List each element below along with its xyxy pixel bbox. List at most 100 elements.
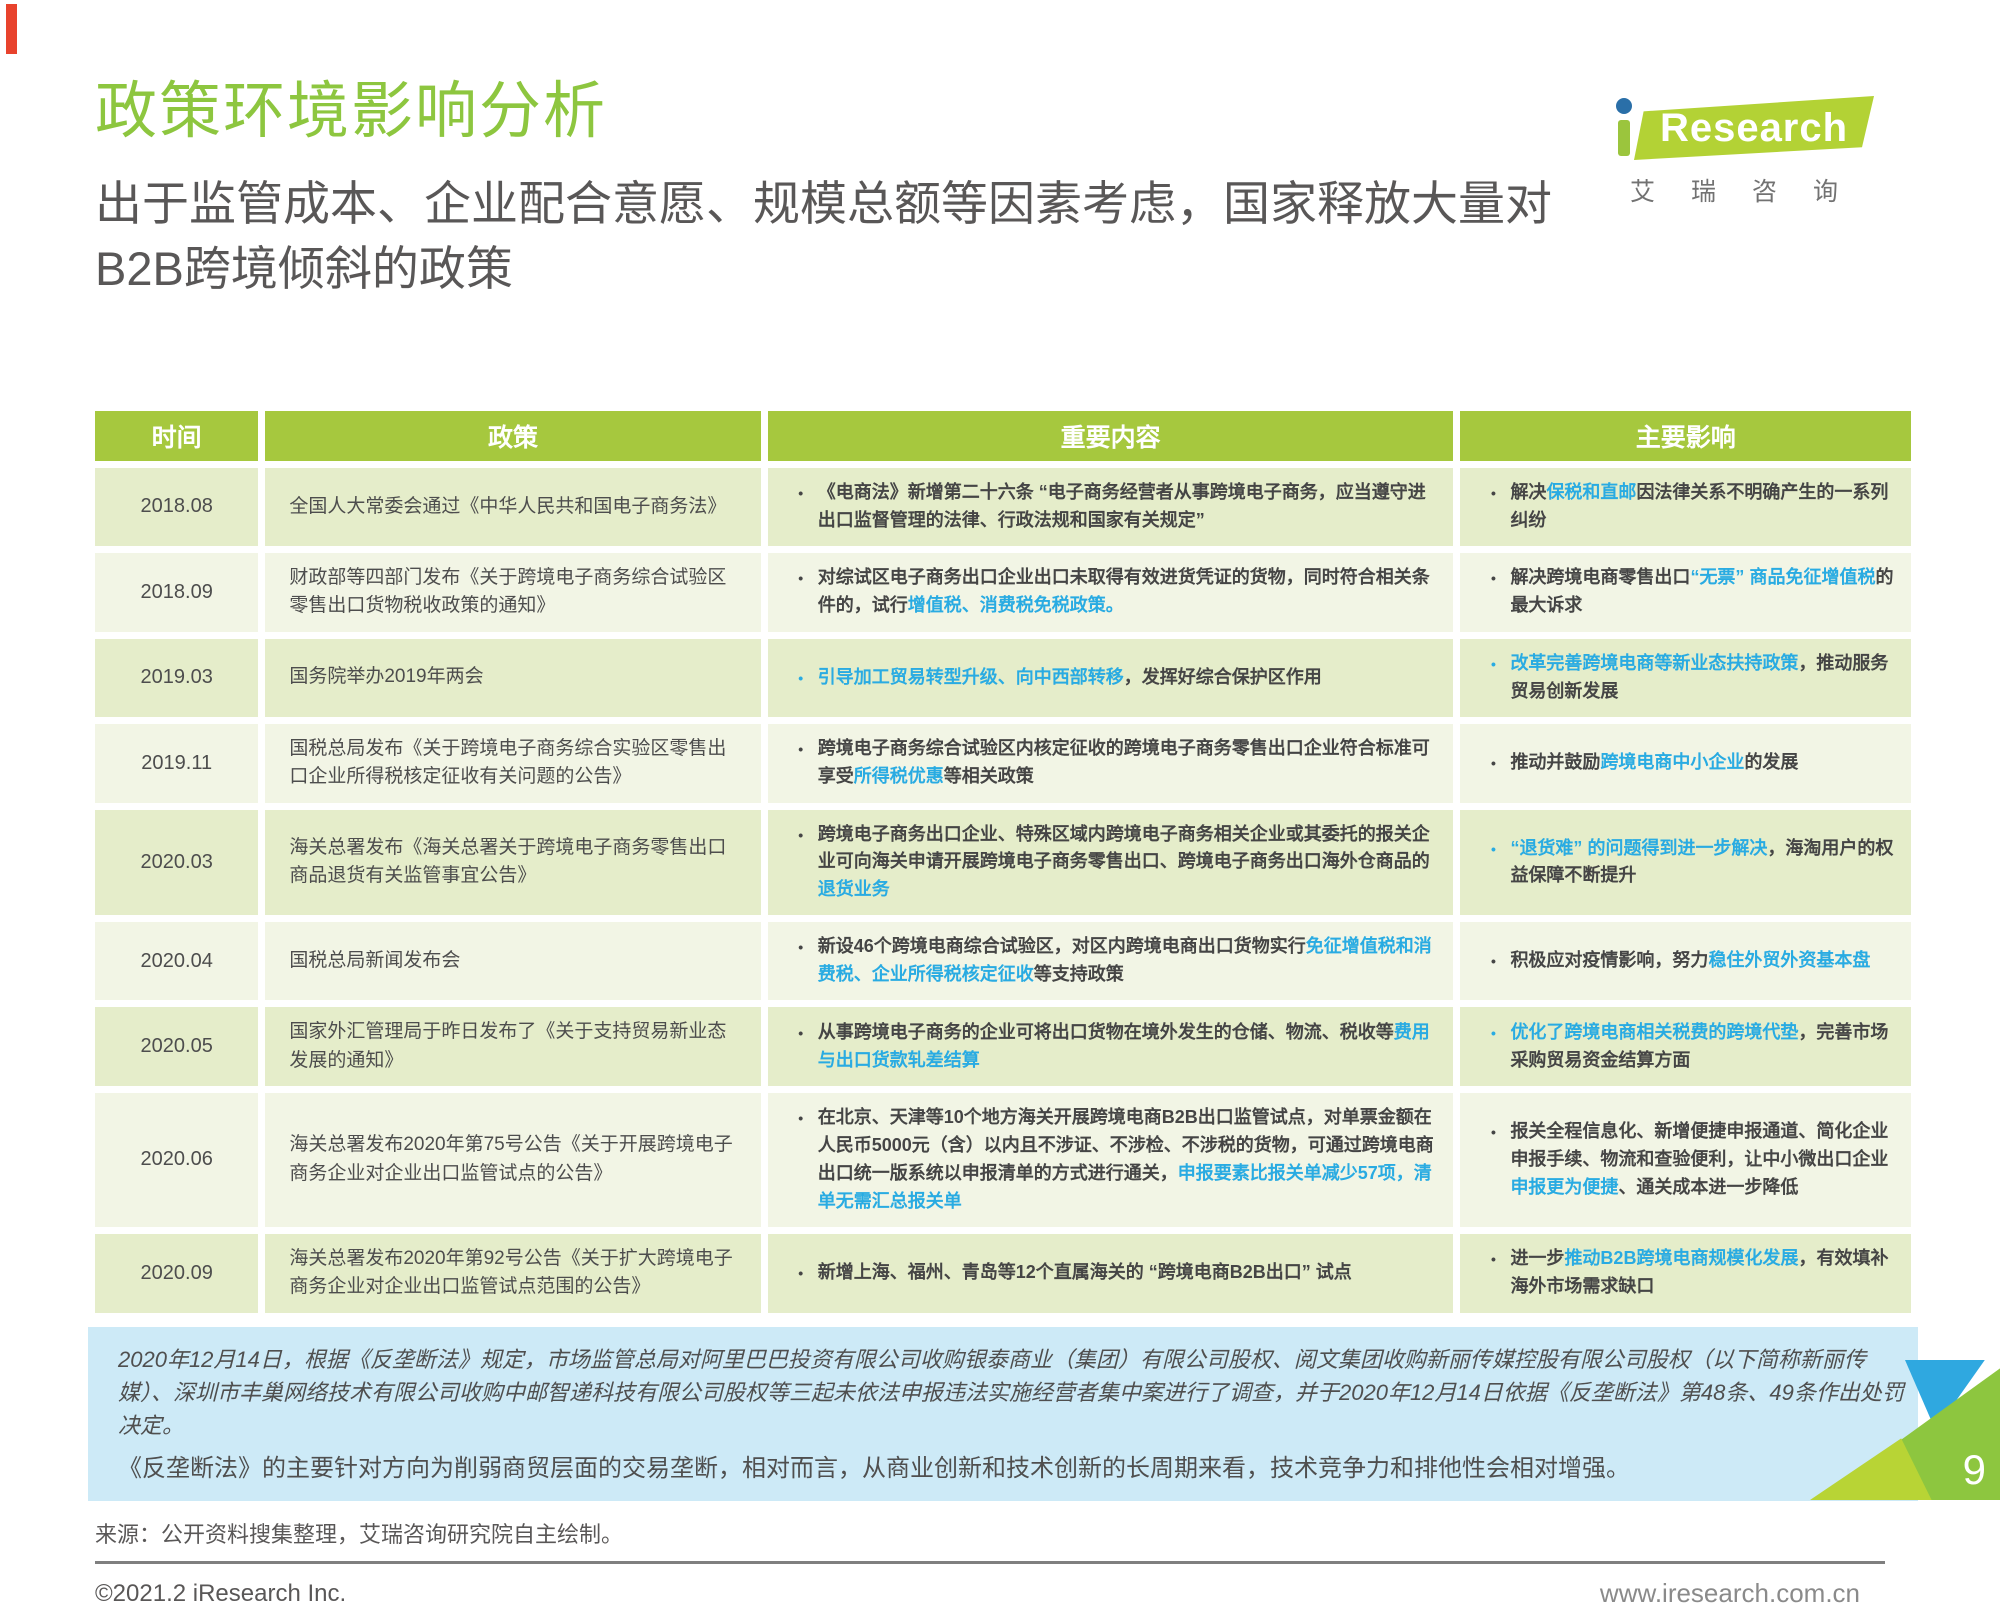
policy-table: 时间 政策 重要内容 主要影响 2018.08 全国人大常委会通过《中华人民共和国… (88, 404, 1918, 1320)
row-impact: • 优化了跨境电商相关税费的跨境代垫，完善市场采购贸易资金结算方面 (1460, 1007, 1911, 1087)
bullet-icon: • (1490, 655, 1496, 672)
bullet-row: • 对综试区电子商务出口企业出口未取得有效进货凭证的货物，同时符合相关条件的，试行… (784, 564, 1438, 620)
cell-text: 新设46个跨境电商综合试验区，对区内跨境电商出口货物实行免征增值税和消费税、企业… (818, 933, 1438, 989)
bullet-icon: • (1490, 1123, 1496, 1140)
logo-chinese-name: 艾瑞咨询 (1630, 178, 1875, 206)
row-impact: • 进一步推动B2B跨境电商规模化发展，有效填补海外市场需求缺口 (1460, 1233, 1911, 1313)
plain-text: ，推动服务贸易创新发展 (1510, 652, 1889, 701)
row-policy: 全国人大常委会通过《中华人民共和国电子商务法》 (265, 468, 761, 546)
highlighted-text: 引导加工贸易转型升级、向中西部转移 (817, 666, 1124, 687)
cell-text: 跨境电子商务出口企业、特殊区域内跨境电子商务相关企业或其委托的报关企业可向海关申… (818, 821, 1438, 905)
row-time: 2018.09 (95, 552, 259, 632)
bullet-icon: • (798, 669, 804, 686)
bullet-row: • 跨境电子商务出口企业、特殊区域内跨境电子商务相关企业或其委托的报关企业可向海关… (784, 821, 1438, 905)
cell-text: 优化了跨境电商相关税费的跨境代垫，完善市场采购贸易资金结算方面 (1510, 1019, 1895, 1075)
row-policy: 国务院举办2019年两会 (265, 638, 761, 717)
row-policy: 国税总局发布《关于跨境电子商务综合实验区零售出口企业所得税核定征收有关问题的公告… (265, 723, 761, 803)
plain-text: 因法律关系不明确产生的一系列纠纷 (1510, 482, 1889, 530)
highlighted-text: 申报更为便捷 (1510, 1176, 1619, 1197)
bullet-icon: • (1490, 485, 1496, 501)
table-row: 2020.06 海关总署发布2020年第75号公告《关于开展跨境电子商务企业对企业… (95, 1093, 1911, 1227)
cell-text: 跨境电子商务综合试验区内核定征收的跨境电子商务零售出口企业符合标准可享受所得税优… (818, 735, 1438, 791)
bullet-icon: • (1490, 755, 1496, 772)
row-content: • 引导加工贸易转型升级、向中西部转移，发挥好综合保护区作用 (767, 638, 1454, 717)
row-impact: • 推动并鼓励跨境电商中小企业的发展 (1460, 723, 1911, 803)
highlighted-text: 保税和直邮 (1546, 482, 1637, 502)
highlighted-text: 推动B2B跨境电商规模化发展 (1564, 1248, 1799, 1269)
bullet-row: • 解决保税和直邮因法律关系不明确产生的一系列纠纷 (1476, 479, 1895, 535)
bullet-row: • 从事跨境电子商务的企业可将出口货物在境外发生的仓储、物流、税收等费用与出口货款… (784, 1019, 1438, 1075)
highlighted-text: 跨境电商中小企业 (1600, 752, 1745, 773)
plain-text: 《电商法》新增第二十六条 “电子商务经营者从事跨境电子商务，应当遵守进出口监督管… (817, 482, 1426, 530)
bullet-icon: • (798, 570, 804, 587)
bullet-row: • 跨境电子商务综合试验区内核定征收的跨境电子商务零售出口企业符合标准可享受所得税… (784, 735, 1438, 791)
row-impact: • 解决跨境电商零售出口“无票” 商品免征增值税的最大诉求 (1460, 552, 1911, 632)
row-time: 2019.03 (95, 638, 259, 717)
cell-text: 在北京、天津等10个地方海关开展跨境电商B2B出口监管试点，对单票金额在人民币5… (818, 1104, 1438, 1216)
plain-text: ，有效填补海外市场需求缺口 (1510, 1248, 1889, 1297)
plain-text: 的发展 (1744, 752, 1799, 773)
row-content: • 《电商法》新增第二十六条 “电子商务经营者从事跨境电子商务，应当遵守进出口监督… (767, 468, 1454, 546)
footer-divider (95, 1561, 1885, 1565)
bullet-icon: • (798, 1024, 804, 1041)
bullet-row: • 《电商法》新增第二十六条 “电子商务经营者从事跨境电子商务，应当遵守进出口监督… (784, 479, 1438, 535)
row-policy: 海关总署发布2020年第92号公告《关于扩大跨境电子商务企业对企业出口监管试点范… (265, 1233, 761, 1313)
plain-text: 、通关成本进一步降低 (1618, 1176, 1799, 1197)
cell-text: “退货难” 的问题得到进一步解决，海淘用户的权益保障不断提升 (1510, 835, 1895, 891)
cell-text: 从事跨境电子商务的企业可将出口货物在境外发生的仓储、物流、税收等费用与出口货款轧… (818, 1019, 1438, 1075)
page-number: 9 (1962, 1446, 1986, 1493)
row-impact: • “退货难” 的问题得到进一步解决，海淘用户的权益保障不断提升 (1460, 809, 1911, 916)
highlighted-text: 增值税、消费税免税政策。 (907, 595, 1124, 616)
bullet-row: • 优化了跨境电商相关税费的跨境代垫，完善市场采购贸易资金结算方面 (1476, 1019, 1895, 1075)
note-paragraph-2: 《反垄断法》的主要针对方向为削弱商贸层面的交易垄断，相对而言，从商业创新和技术创… (118, 1454, 1630, 1482)
highlighted-text: 改革完善跨境电商等新业态扶持政策 (1510, 652, 1799, 673)
plain-text: 积极应对疫情影响，努力 (1510, 950, 1709, 971)
row-content: • 从事跨境电子商务的企业可将出口货物在境外发生的仓储、物流、税收等费用与出口货款… (767, 1007, 1454, 1087)
row-impact: • 改革完善跨境电商等新业态扶持政策，推动服务贸易创新发展 (1460, 638, 1911, 717)
footer: ©2021.2 iResearch Inc. www.iresearch.com… (95, 1578, 1860, 1609)
bullet-icon: • (798, 485, 804, 501)
plain-text: ，完善市场采购贸易资金结算方面 (1510, 1021, 1889, 1070)
table-row: 2018.09 财政部等四部门发布《关于跨境电子商务综合试验区零售出口货物税收政策… (95, 552, 1911, 632)
row-policy: 海关总署发布《海关总署关于跨境电子商务零售出口商品退货有关监管事宜公告》 (265, 809, 761, 916)
highlighted-text: 优化了跨境电商相关税费的跨境代垫 (1510, 1021, 1799, 1042)
cell-text: 《电商法》新增第二十六条 “电子商务经营者从事跨境电子商务，应当遵守进出口监督管… (818, 479, 1438, 535)
row-impact: • 积极应对疫情影响，努力稳住外贸外资基本盘 (1460, 922, 1911, 1001)
bullet-row: • 新增上海、福州、青岛等12个直属海关的 “跨境电商B2B出口” 试点 (784, 1259, 1438, 1287)
table-row: 2020.05 国家外汇管理局于昨日发布了《关于支持贸易新业态发展的通知》 • 从事跨… (95, 1007, 1911, 1087)
page-title: 政策环境影响分析 (95, 77, 608, 146)
table-row: 2020.03 海关总署发布《海关总署关于跨境电子商务零售出口商品退货有关监管事宜… (95, 809, 1911, 916)
corner-decoration: 9 (1810, 1360, 2000, 1500)
bullet-icon: • (798, 1110, 804, 1127)
logo-i-dot-icon (1616, 98, 1632, 114)
table-row: 2019.03 国务院举办2019年两会 • 引导加工贸易转型升级、向中西部转移，发挥… (95, 638, 1911, 717)
page-header: 政策环境影响分析 Research 艾瑞咨询 出于监管成本、企业配合意愿、规模总… (0, 0, 2000, 404)
row-policy: 财政部等四部门发布《关于跨境电子商务综合试验区零售出口货物税收政策的通知》 (265, 552, 761, 632)
note-paragraph-1: 2020年12月14日，根据《反垄断法》规定，市场监管总局对阿里巴巴投资有限公司… (118, 1346, 1904, 1438)
plain-text: 解决跨境电商零售出口 (1510, 567, 1691, 588)
bullet-row: • “退货难” 的问题得到进一步解决，海淘用户的权益保障不断提升 (1476, 835, 1895, 891)
table-row: 2020.04 国税总局新闻发布会 • 新设46个跨境电商综合试验区，对区内跨境电商出… (95, 922, 1911, 1001)
row-policy: 国家外汇管理局于昨日发布了《关于支持贸易新业态发展的通知》 (265, 1007, 761, 1087)
bullet-row: • 改革完善跨境电商等新业态扶持政策，推动服务贸易创新发展 (1476, 650, 1895, 706)
plain-text: 的最大诉求 (1510, 567, 1894, 616)
plain-text: 在北京、天津等10个地方海关开展跨境电商B2B出口监管试点，对单票金额在人民币5… (817, 1107, 1434, 1183)
website-link[interactable]: www.iresearch.com.cn (1599, 1578, 1860, 1609)
row-time: 2020.09 (95, 1233, 259, 1313)
row-content: • 新设46个跨境电商综合试验区，对区内跨境电商出口货物实行免征增值税和消费税、企… (767, 922, 1454, 1001)
row-policy: 国税总局新闻发布会 (265, 922, 761, 1001)
plain-text: 报关全程信息化、新增便捷申报通道、简化企业申报手续、物流和查验便利，让中小微出口… (1510, 1120, 1889, 1169)
plain-text: 推动并鼓励 (1510, 752, 1601, 773)
highlighted-text: “无票” 商品免征增值税 (1690, 567, 1876, 588)
row-time: 2019.11 (95, 723, 259, 803)
bullet-row: • 解决跨境电商零售出口“无票” 商品免征增值税的最大诉求 (1476, 564, 1895, 620)
row-impact: • 报关全程信息化、新增便捷申报通道、简化企业申报手续、物流和查验便利，让中小微出… (1460, 1093, 1911, 1227)
plain-text: 跨境电子商务综合试验区内核定征收的跨境电子商务零售出口企业符合标准可享受 (817, 738, 1430, 787)
bullet-row: • 在北京、天津等10个地方海关开展跨境电商B2B出口监管试点，对单票金额在人民币… (784, 1104, 1438, 1216)
bullet-row: • 引导加工贸易转型升级、向中西部转移，发挥好综合保护区作用 (784, 664, 1438, 692)
row-impact: • 解决保税和直邮因法律关系不明确产生的一系列纠纷 (1460, 468, 1911, 546)
column-header-content: 重要内容 (767, 411, 1454, 461)
source-note: 来源：公开资料搜集整理，艾瑞咨询研究院自主绘制。 (95, 1522, 624, 1548)
iresearch-logo-mark: Research (1616, 96, 1878, 162)
bullet-row: • 报关全程信息化、新增便捷申报通道、简化企业申报手续、物流和查验便利，让中小微出… (1476, 1118, 1895, 1202)
